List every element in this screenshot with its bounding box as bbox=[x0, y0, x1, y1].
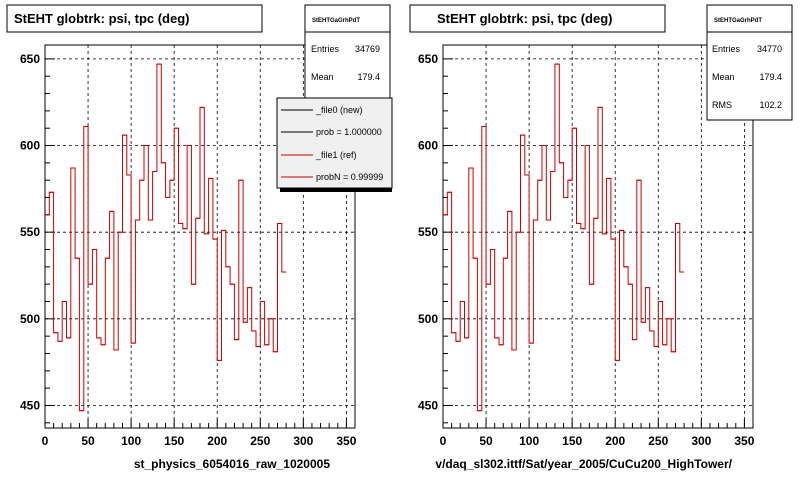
legend-box bbox=[276, 97, 393, 189]
stats-rms-value-right: 102.2 bbox=[759, 100, 782, 110]
legend-label-1: prob = 1.000000 bbox=[316, 127, 382, 137]
x-tick-label-350: 350 bbox=[734, 434, 754, 448]
x-tick-label-50: 50 bbox=[479, 434, 493, 448]
y-tick-label-600: 600 bbox=[20, 139, 40, 153]
title-box-left bbox=[6, 4, 263, 33]
chart-title-right: StEHT globtrk: psi, tpc (deg) bbox=[437, 11, 613, 26]
chart-title-left: StEHT globtrk: psi, tpc (deg) bbox=[14, 11, 190, 26]
y-tick-label-450: 450 bbox=[20, 398, 40, 412]
legend-label-3: probN = 0.99999 bbox=[316, 172, 383, 182]
stats-mean-label-right: Mean bbox=[712, 72, 735, 82]
series-left bbox=[45, 63, 287, 412]
x-tick-label-0: 0 bbox=[42, 434, 49, 448]
y-tick-label-650: 650 bbox=[20, 52, 40, 66]
series-right bbox=[443, 63, 685, 412]
stats-mean-label-left: Mean bbox=[311, 72, 334, 82]
stats-box-left bbox=[304, 4, 391, 101]
grid-right bbox=[443, 45, 753, 428]
stats-entries-label-left: Entries bbox=[311, 44, 340, 54]
y-tick-label-500: 500 bbox=[20, 312, 40, 326]
x-axis-label-left: st_physics_6054016_raw_1020005 bbox=[134, 457, 330, 471]
x-tick-label-200: 200 bbox=[605, 434, 625, 448]
x-tick-label-150: 150 bbox=[562, 434, 582, 448]
stats-mean-value-right: 179.4 bbox=[759, 72, 782, 82]
stats-mean-value-left: 179.4 bbox=[357, 72, 380, 82]
legend-label-0: _file0 (new) bbox=[315, 105, 363, 115]
stats-name-left: StEHTGaGrhPdT bbox=[312, 18, 360, 24]
stats-box-right bbox=[706, 4, 793, 121]
y-tick-label-600: 600 bbox=[418, 139, 438, 153]
y-tick-label-550: 550 bbox=[418, 225, 438, 239]
x-tick-label-250: 250 bbox=[250, 434, 270, 448]
x-tick-label-100: 100 bbox=[121, 434, 141, 448]
axis-ticks-right: 0 50 100 150 200 250 300 350 450 500 550 600 650 bbox=[418, 52, 755, 448]
y-tick-label-450: 450 bbox=[418, 398, 438, 412]
panel-left: 0 50 100 150 200 250 300 350 450 500 550 600 650 StE… bbox=[6, 4, 393, 471]
x-tick-label-250: 250 bbox=[648, 434, 668, 448]
x-tick-label-0: 0 bbox=[440, 434, 447, 448]
stats-entries-value-right: 34770 bbox=[757, 44, 782, 54]
x-axis-label-right: v/daq_sl302.ittf/Sat/year_2005/CuCu200_H… bbox=[435, 457, 732, 471]
x-tick-label-200: 200 bbox=[207, 434, 227, 448]
y-tick-label-650: 650 bbox=[418, 52, 438, 66]
panel-right: 0 50 100 150 200 250 300 350 450 500 550 600 650 StE… bbox=[409, 4, 793, 471]
legend-label-2: _file1 (ref) bbox=[315, 150, 357, 160]
x-tick-label-50: 50 bbox=[81, 434, 95, 448]
stats-entries-label-right: Entries bbox=[712, 44, 741, 54]
x-tick-label-350: 350 bbox=[336, 434, 356, 448]
x-tick-label-150: 150 bbox=[164, 434, 184, 448]
stats-name-right: StEHTGaGrhPdT bbox=[714, 18, 762, 24]
y-tick-label-500: 500 bbox=[418, 312, 438, 326]
axis-ticks-left: 0 50 100 150 200 250 300 350 450 500 550 600 650 bbox=[20, 52, 357, 448]
x-tick-label-300: 300 bbox=[691, 434, 711, 448]
y-tick-label-550: 550 bbox=[20, 225, 40, 239]
stats-rms-label-right: RMS bbox=[712, 100, 732, 110]
x-tick-label-100: 100 bbox=[519, 434, 539, 448]
x-tick-label-300: 300 bbox=[293, 434, 313, 448]
stats-entries-value-left: 34769 bbox=[355, 44, 380, 54]
title-box-right bbox=[409, 4, 666, 33]
legend-left: _file0 (new) prob = 1.000000 _file1 (ref… bbox=[276, 97, 393, 192]
